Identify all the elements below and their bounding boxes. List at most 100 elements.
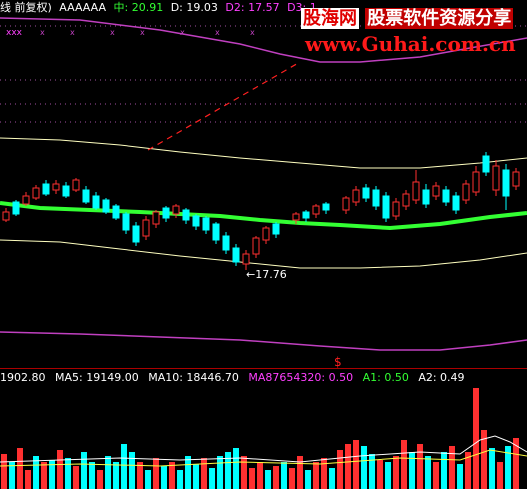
candle-body	[322, 203, 330, 211]
candle-body	[312, 205, 320, 215]
volume-bar	[441, 452, 447, 489]
candle-body	[352, 189, 360, 203]
volume-bar	[137, 462, 143, 489]
watermark-logo: 股海网 股票软件资源分享 www.Guhai.com.cn	[301, 4, 523, 62]
mid-value: 20.91	[131, 1, 164, 14]
volume-bar	[209, 468, 215, 489]
volume-bar	[185, 456, 191, 489]
lower-inner-band-line	[0, 239, 527, 269]
volume-bar	[81, 452, 87, 489]
d2-label: D2:	[225, 1, 245, 14]
volume-bar	[481, 430, 487, 489]
candle-body	[32, 187, 40, 199]
band-x-mark: x	[215, 28, 220, 37]
watermark-cn: 股海网 股票软件资源分享	[301, 4, 514, 30]
candle-body	[62, 185, 70, 197]
volume-bar	[1, 454, 7, 489]
band-x-mark: x	[250, 28, 255, 37]
volume-bar	[177, 470, 183, 489]
volume-bar	[257, 462, 263, 489]
candle-body	[52, 183, 60, 191]
volume-bar	[281, 462, 287, 489]
volume-bar	[121, 444, 127, 489]
volume-bar	[361, 446, 367, 489]
volume-bar	[465, 452, 471, 489]
band-x-mark: x	[70, 28, 75, 37]
candle-body	[142, 219, 150, 237]
volume-bar	[425, 456, 431, 489]
candle-body	[12, 201, 20, 215]
volume-bar	[289, 468, 295, 489]
watermark-slogan: 股票软件资源分享	[365, 8, 514, 29]
volume-bar	[473, 388, 479, 489]
volume-ma10-line	[0, 449, 527, 467]
candle-body	[222, 235, 230, 251]
volume-bar	[321, 458, 327, 489]
volume-bar	[457, 464, 463, 489]
price-mode-label: 线 前复权)	[0, 1, 52, 14]
volume-bar	[89, 462, 95, 489]
volume-bar	[241, 456, 247, 489]
band-x-mark: x	[40, 28, 45, 37]
volume-bar	[265, 470, 271, 489]
candle-body	[472, 171, 480, 193]
volume-bar	[193, 464, 199, 489]
upper-inner-band-line	[0, 137, 527, 169]
d3-value: 1	[310, 1, 317, 14]
candle-body	[272, 223, 280, 235]
volume-ma5-line	[0, 435, 527, 463]
watermark-url: www.Guhai.com.cn	[305, 32, 516, 56]
volume-bar	[417, 444, 423, 489]
volume-bar	[401, 440, 407, 489]
volume-bar	[489, 448, 495, 489]
candle-body	[212, 223, 220, 241]
volume-header: 1902.80 MA5: 19149.00 MA10: 18446.70 MA8…	[0, 370, 471, 386]
panel-separator	[0, 368, 527, 369]
ma8-value: MA87654320: 0.50	[248, 371, 354, 384]
volume-bar	[393, 456, 399, 489]
candle-body	[2, 211, 10, 221]
candle-body	[452, 195, 460, 211]
candle-body	[232, 247, 240, 263]
volume-bar	[169, 462, 175, 489]
volume-bar	[433, 462, 439, 489]
a2-value: A2: 0.49	[418, 371, 465, 384]
volume-bar	[201, 458, 207, 489]
volume-bar	[113, 462, 119, 489]
volume-bar	[313, 462, 319, 489]
candle-body	[82, 189, 90, 203]
volume-bar	[353, 440, 359, 489]
candle-body	[502, 169, 510, 197]
candle-body	[92, 195, 100, 209]
candle-body	[122, 213, 130, 231]
lower-band-line	[0, 331, 527, 351]
candle-body	[172, 205, 180, 215]
volume-bar	[153, 458, 159, 489]
candle-body	[412, 181, 420, 201]
volume-bar	[97, 470, 103, 489]
candle-body	[512, 171, 520, 187]
candle-body	[102, 199, 110, 213]
candle-body	[132, 225, 140, 243]
volume-bar	[497, 462, 503, 489]
volume-bar	[409, 452, 415, 489]
volume-bar	[49, 460, 55, 489]
volume-bar	[33, 456, 39, 489]
ma-line	[0, 201, 527, 231]
candle-body	[262, 227, 270, 241]
volume-bar	[217, 456, 223, 489]
x-markers: xxx	[6, 28, 23, 38]
volume-bar	[105, 456, 111, 489]
volume-bar	[17, 448, 23, 489]
candle-body	[372, 189, 380, 207]
candle-body	[402, 193, 410, 207]
candle-body	[22, 195, 30, 205]
volume-bar	[249, 468, 255, 489]
candle-body	[342, 197, 350, 211]
volume-bar	[385, 462, 391, 489]
volume-bar	[145, 470, 151, 489]
candle-body	[432, 185, 440, 197]
volume-bar	[25, 470, 31, 489]
stock-name[interactable]: AAAAAA	[59, 1, 106, 14]
